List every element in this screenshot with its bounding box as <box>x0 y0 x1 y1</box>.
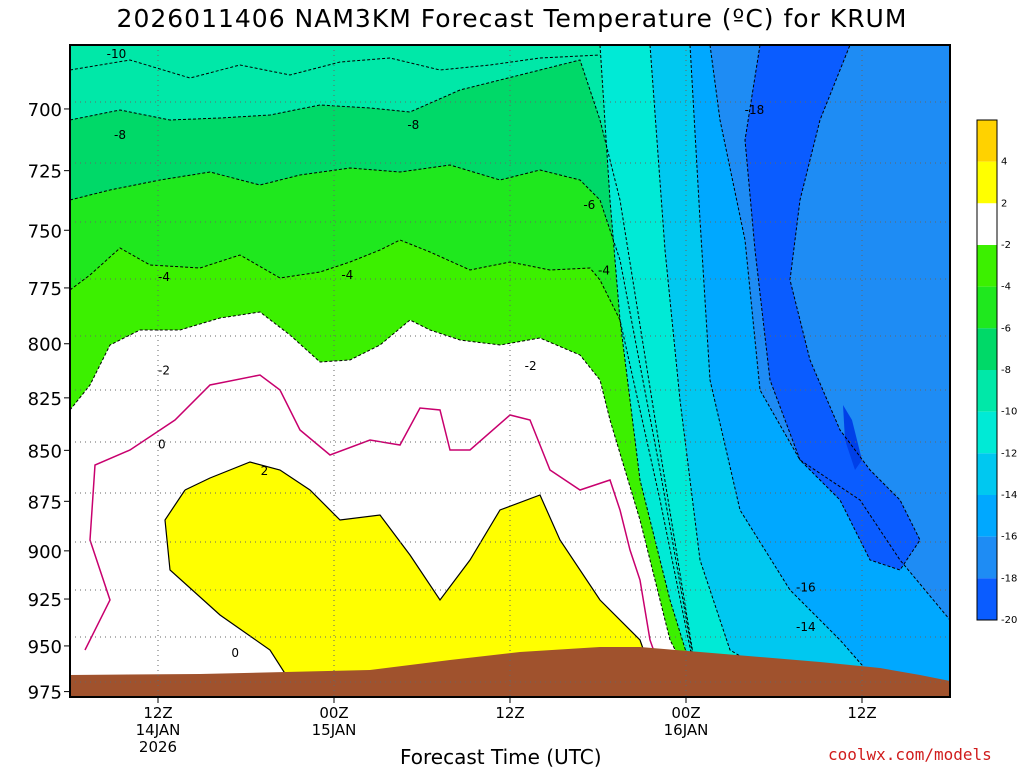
y-tick-label: 800 <box>28 335 62 356</box>
contour-label: 2 <box>261 464 269 478</box>
contour-minus18 <box>709 45 950 621</box>
x-tick-label: 14JAN <box>136 721 181 739</box>
terrain-ground <box>70 647 950 697</box>
contour-label: -16 <box>796 580 816 594</box>
y-tick-label: 725 <box>28 162 62 183</box>
colorbar-label: -8 <box>1001 365 1011 376</box>
contour-minus20 <box>744 45 921 571</box>
x-tick-label: 2026 <box>139 738 177 756</box>
contour-minus12 <box>599 45 701 697</box>
contour-label: 0 <box>158 437 166 451</box>
grid <box>70 45 950 697</box>
contour-label: 0 <box>231 646 239 660</box>
y-tick-label: 925 <box>28 590 62 611</box>
colorbar-label: -14 <box>1001 490 1017 501</box>
contour-minus6 <box>70 164 701 697</box>
contour-label: -14 <box>796 620 816 634</box>
colorbar-label: -2 <box>1001 240 1011 251</box>
x-tick-label: 12Z <box>143 704 172 722</box>
colorbar-label: -18 <box>1001 573 1017 584</box>
contour-label: -2 <box>158 363 170 377</box>
colorbar-swatch <box>977 370 997 412</box>
colorbar-swatch <box>977 328 997 370</box>
x-axis-label: Forecast Time (UTC) <box>400 745 602 769</box>
y-tick-label: 750 <box>28 221 62 242</box>
y-tick-label: 850 <box>28 441 62 462</box>
colorbar-label: -12 <box>1001 448 1017 459</box>
contour-minus8 <box>70 59 701 697</box>
contour-minus4 <box>70 239 701 697</box>
contour-minus2 <box>70 311 701 697</box>
colorbar-label: -4 <box>1001 282 1011 293</box>
credit-link[interactable]: coolwx.com/models <box>828 745 992 764</box>
y-tick-label: 900 <box>28 542 62 563</box>
x-tick-label: 00Z <box>319 704 348 722</box>
colorbar-swatch <box>977 578 997 620</box>
y-tick-label: 875 <box>28 492 62 513</box>
x-tick-label: 00Z <box>671 704 700 722</box>
colorbar: 4 2 -2 -4 -6 -8 -10 -12 -14 -16 -18 -20 <box>976 119 1017 626</box>
x-tick-label: 12Z <box>847 704 876 722</box>
y-tick-label: 700 <box>28 100 62 121</box>
contour-label: -4 <box>598 263 610 277</box>
colorbar-swatch <box>977 495 997 537</box>
contour-label: -10 <box>107 47 127 61</box>
colorbar-swatch <box>977 536 997 579</box>
x-tick-label: 16JAN <box>664 721 709 739</box>
y-tick-label: 975 <box>28 683 62 704</box>
contour-plus2-left <box>164 489 301 697</box>
colorbar-swatch <box>977 245 997 287</box>
x-tick-label: 15JAN <box>312 721 357 739</box>
contour-label: -6 <box>583 198 595 212</box>
contour-minus16 <box>689 45 891 697</box>
y-tick-label: 825 <box>28 389 62 410</box>
contour-label: -8 <box>407 118 419 132</box>
colorbar-swatch <box>977 203 997 245</box>
contour-label: -8 <box>114 128 126 142</box>
colorbar-label: -6 <box>1001 323 1011 334</box>
colorbar-swatch <box>977 286 997 329</box>
colorbar-label: 4 <box>1001 157 1007 168</box>
colorbar-swatch <box>977 453 997 495</box>
contour-label: -4 <box>158 270 170 284</box>
colorbar-label: -20 <box>1001 615 1017 626</box>
band-plus2 <box>165 462 660 697</box>
contour-minus10 <box>70 54 601 79</box>
y-tick-label: 775 <box>28 279 62 300</box>
y-axis-ticks: 700 725 750 775 800 825 850 875 900 925 950 975 <box>28 100 70 704</box>
colorbar-swatch <box>977 161 997 204</box>
contour-plus2 <box>184 461 661 697</box>
x-tick-label: 12Z <box>495 704 524 722</box>
colorbar-label: -10 <box>1001 407 1017 418</box>
contour-label: -2 <box>525 359 537 373</box>
contour-label: -18 <box>745 103 765 117</box>
colorbar-swatch <box>977 411 997 454</box>
colorbar-swatch <box>977 120 997 162</box>
colorbar-label: -16 <box>1001 532 1017 543</box>
chart-title: 2026011406 NAM3KM Forecast Temperature (… <box>116 4 908 33</box>
colorbar-label: 2 <box>1001 198 1007 209</box>
band-minus20 <box>745 45 920 570</box>
y-tick-label: 950 <box>28 637 62 658</box>
contour-label: -4 <box>341 268 353 282</box>
contour-labels: -10 -8 -8 -6 -4 -4 -4 -2 -2 0 2 0 -18 -16 -14 <box>107 47 816 660</box>
colorbar-frame <box>976 119 998 621</box>
contour-zero <box>84 374 671 697</box>
